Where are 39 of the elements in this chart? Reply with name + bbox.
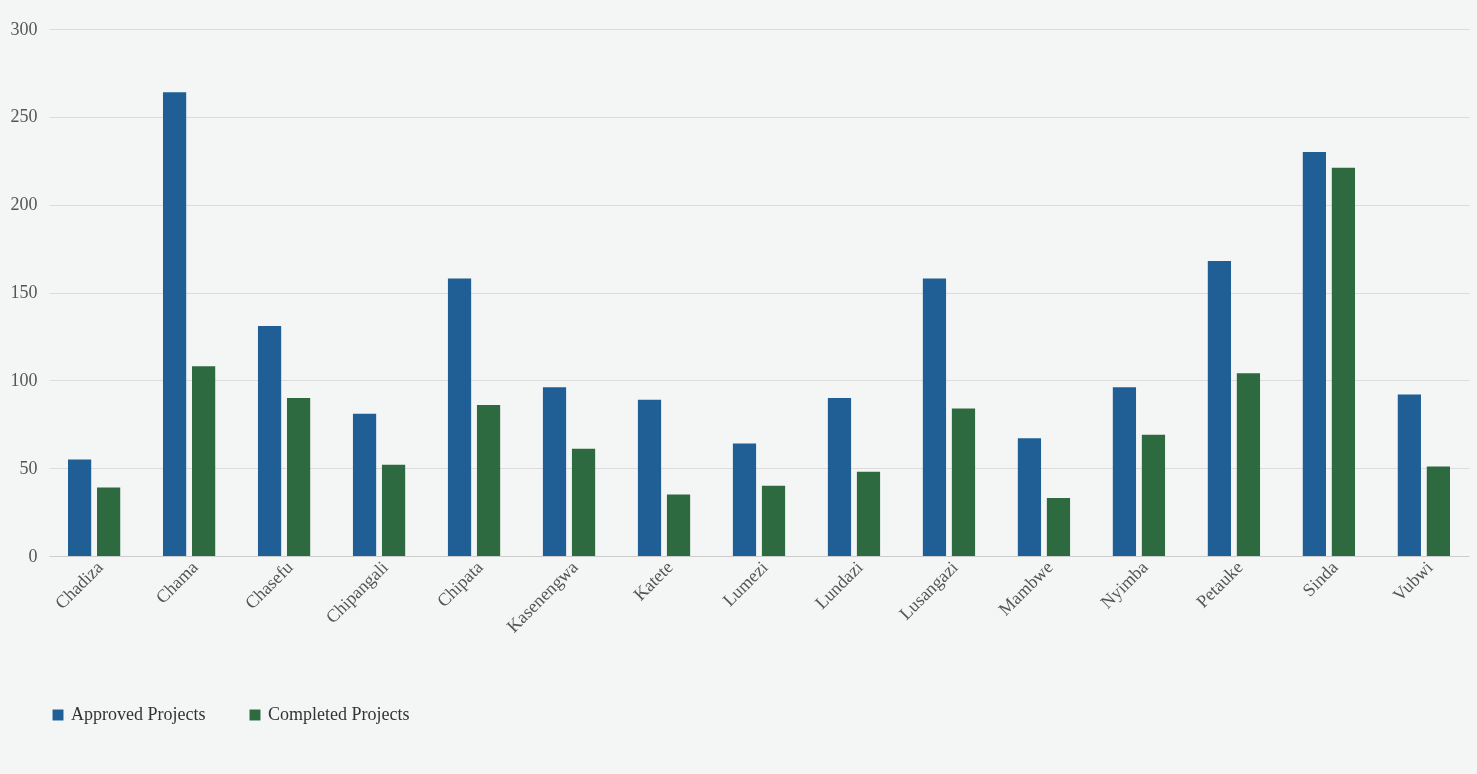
bar [1426,466,1450,556]
bar [1017,438,1042,556]
bar [1302,151,1326,556]
bar [761,485,786,556]
y-tick-label: 250 [10,106,38,127]
legend-label: Approved Projects [71,704,206,724]
bar [1397,394,1421,556]
bar [1236,373,1261,556]
bar [1112,387,1137,556]
bar [922,278,947,556]
bar [476,404,501,556]
bar [286,397,311,556]
bar [162,92,187,556]
bar [951,408,976,556]
bar [1331,167,1356,556]
bar [192,366,216,556]
bar [1046,498,1071,556]
bar [381,464,406,556]
bar [97,487,121,556]
bar [447,278,472,556]
bar [732,443,757,556]
bar [257,325,282,556]
bar [1141,434,1166,556]
bar [542,387,567,556]
bar [352,413,377,556]
bar [571,448,596,556]
bar [1207,260,1232,556]
bar [68,459,92,556]
legend-label: Completed Projects [268,704,410,724]
y-tick-label: 100 [10,369,38,390]
bar [666,494,691,556]
y-tick-label: 0 [28,545,38,566]
y-tick-label: 200 [10,194,38,215]
bar [637,399,662,556]
bar [827,397,852,556]
y-tick-label: 50 [19,457,38,478]
y-tick-label: 150 [10,282,38,302]
bar [856,471,881,556]
y-tick-label: 300 [10,18,38,39]
